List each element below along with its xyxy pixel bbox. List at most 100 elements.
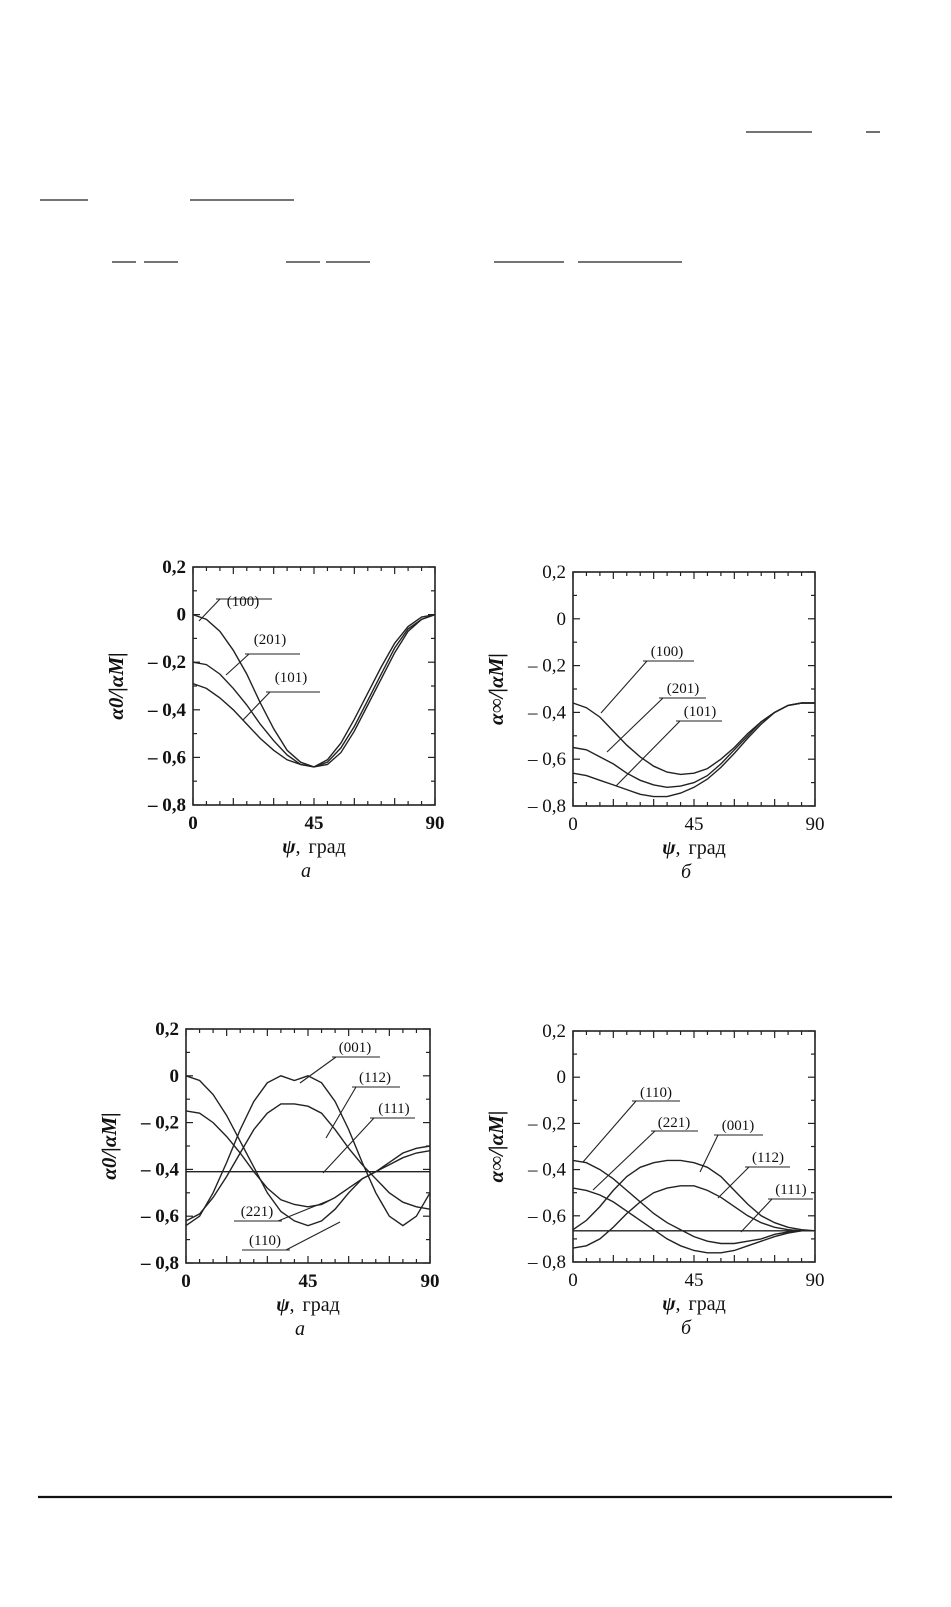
series-112 — [572, 1185, 815, 1249]
y-tick-label: 0,2 — [542, 1021, 566, 1042]
series-label: (101) — [684, 704, 717, 720]
x-tick-label: 45 — [299, 1271, 318, 1292]
x-axis-symbol: ψ — [662, 837, 676, 859]
series-221 — [185, 1110, 431, 1208]
plot-frame — [185, 1028, 431, 1264]
y-tick-label: – 0,8 — [140, 1253, 179, 1274]
label-leader — [606, 697, 664, 753]
y-tick-label: – 0,8 — [527, 1252, 566, 1273]
x-axis-symbol: ψ — [282, 836, 296, 858]
x-axis-label: ψ, град — [282, 836, 346, 858]
y-tick-label: 0 — [170, 1066, 180, 1087]
label-leader — [299, 1056, 337, 1084]
x-axis-unit: град — [689, 1293, 726, 1315]
label-leader — [285, 1221, 341, 1251]
x-tick-label: 0 — [181, 1271, 191, 1292]
series-label: (201) — [667, 681, 700, 697]
series-label: (112) — [359, 1070, 391, 1086]
x-tick-label: 90 — [806, 1270, 825, 1291]
series-label: (100) — [227, 594, 260, 610]
x-axis-comma: , — [676, 1293, 681, 1315]
y-axis-label: α∞/|αM| — [484, 1111, 508, 1183]
y-tick-label: 0 — [557, 1067, 567, 1088]
label-leader — [225, 653, 250, 676]
y-tick-label: – 0,8 — [147, 795, 186, 816]
y-tick-label: – 0,6 — [527, 1206, 566, 1227]
y-tick-label: 0,2 — [155, 1019, 179, 1040]
panel-caption: а — [295, 1318, 305, 1340]
label-leader — [592, 1130, 656, 1191]
series-101 — [192, 613, 436, 768]
x-axis-unit: град — [689, 837, 726, 859]
x-tick-label: 0 — [568, 1270, 578, 1291]
x-axis-label: ψ, град — [662, 1293, 726, 1315]
series-label: (110) — [640, 1085, 672, 1101]
series-label: (201) — [254, 632, 287, 648]
series-110 — [185, 1075, 431, 1227]
series-label: (001) — [722, 1118, 755, 1134]
x-tick-label: 45 — [685, 1270, 704, 1291]
label-leader — [740, 1198, 773, 1233]
y-axis-label: α0/|αM| — [104, 652, 128, 720]
panel-caption: б — [681, 861, 692, 883]
x-tick-label: 90 — [426, 813, 445, 834]
series-label: (001) — [339, 1040, 372, 1056]
series-label: (110) — [249, 1233, 281, 1249]
series-label: (111) — [378, 1101, 409, 1117]
y-tick-label: – 0,6 — [147, 747, 186, 768]
y-tick-label: 0,2 — [162, 557, 186, 578]
y-tick-label: 0 — [177, 605, 187, 626]
series-112 — [185, 1103, 431, 1222]
series-label: (112) — [752, 1150, 784, 1166]
y-tick-label: – 0,6 — [527, 749, 566, 770]
x-tick-label: 0 — [568, 814, 578, 835]
y-axis-label: α0/|αM| — [97, 1112, 121, 1180]
series-001 — [185, 1075, 431, 1227]
series-110 — [572, 1159, 815, 1245]
x-axis-comma: , — [296, 836, 301, 858]
x-axis-label: ψ, град — [276, 1294, 340, 1316]
label-leader — [198, 598, 221, 622]
x-axis-unit: град — [303, 1294, 340, 1316]
x-axis-symbol: ψ — [662, 1293, 676, 1315]
chart-panel-4: 0,20– 0,2– 0,4– 0,6– 0,80 45 90ψ, градбα∞/|… — [484, 1021, 825, 1339]
x-tick-label: 45 — [685, 814, 704, 835]
label-leader — [582, 1100, 637, 1163]
series-label: (221) — [241, 1204, 274, 1220]
label-leader — [325, 1086, 357, 1139]
x-tick-label: 90 — [806, 814, 825, 835]
y-tick-label: – 0,4 — [527, 702, 567, 723]
label-leader — [322, 1117, 375, 1174]
x-axis-comma: , — [676, 837, 681, 859]
label-leader — [277, 1199, 331, 1222]
label-leader — [717, 1166, 750, 1199]
chart-panel-2: 0,20– 0,2– 0,4– 0,6– 0,80 45 90ψ, градбα∞/|… — [484, 562, 825, 883]
x-tick-label: 90 — [421, 1271, 440, 1292]
y-tick-label: – 0,2 — [527, 656, 566, 677]
series-label: (111) — [775, 1182, 806, 1198]
x-axis-comma: , — [290, 1294, 295, 1316]
x-axis-symbol: ψ — [276, 1294, 290, 1316]
series-001 — [572, 1159, 816, 1232]
panel-caption: б — [681, 1317, 692, 1339]
x-tick-label: 45 — [305, 813, 324, 834]
series-label: (221) — [658, 1115, 691, 1131]
series-221 — [572, 1187, 815, 1254]
y-tick-label: – 0,2 — [147, 652, 186, 673]
x-tick-label: 0 — [188, 813, 198, 834]
series-label: (101) — [275, 670, 308, 686]
y-tick-label: – 0,4 — [140, 1159, 180, 1180]
y-tick-label: – 0,4 — [527, 1160, 567, 1181]
formula-fragments — [40, 131, 880, 263]
y-tick-label: – 0,2 — [527, 1113, 566, 1134]
y-tick-label: 0 — [557, 609, 567, 630]
y-tick-label: – 0,2 — [140, 1113, 179, 1134]
x-axis-label: ψ, град — [662, 837, 726, 859]
series-101 — [572, 702, 815, 798]
y-tick-label: – 0,8 — [527, 796, 566, 817]
label-leader — [699, 1134, 719, 1173]
panel-caption: а — [301, 860, 311, 882]
y-tick-label: – 0,4 — [147, 700, 187, 721]
y-axis-label: α∞/|αM| — [484, 653, 508, 725]
